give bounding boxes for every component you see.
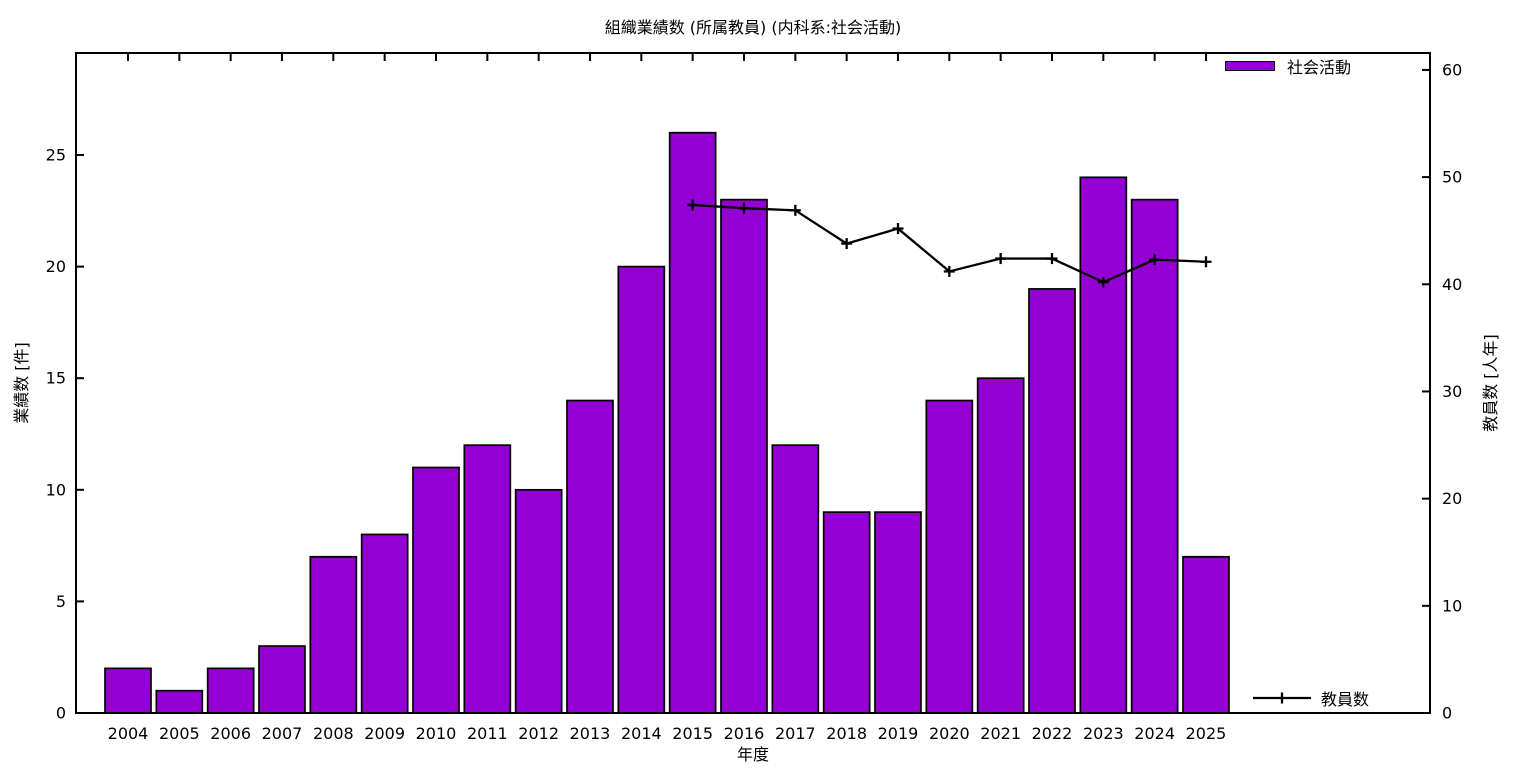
y-tick-label: 5 (56, 592, 66, 611)
bar-2009 (360, 533, 409, 714)
x-tick-label: 2011 (467, 724, 508, 743)
x-axis-label: 年度 (736, 745, 769, 764)
legend-bar-series: 社会活動 (1225, 56, 1352, 77)
x-tick-label: 2020 (929, 724, 970, 743)
y2-tick-label: 20 (1442, 489, 1462, 508)
bars-group (104, 131, 1230, 714)
bar-2012 (514, 488, 563, 714)
y-tick-label: 25 (46, 146, 66, 165)
x-tick-label: 2017 (775, 724, 816, 743)
bar-2023 (1079, 176, 1128, 714)
bar-2006 (206, 667, 255, 714)
bar-2019 (874, 511, 922, 714)
x-tick-label: 2012 (518, 724, 559, 743)
y-tick-label: 20 (46, 257, 66, 276)
x-tick-label: 2014 (621, 724, 662, 743)
bar-2014 (617, 265, 666, 714)
y2-tick-label: 0 (1442, 704, 1452, 723)
plot-border (75, 52, 1431, 714)
axis-ticks (76, 53, 1430, 714)
bar-2018 (822, 511, 871, 714)
y2-tick-label: 40 (1442, 275, 1462, 294)
legend-line-series: 教員数 (1253, 688, 1370, 709)
x-tick-label: 2025 (1186, 724, 1227, 743)
bar-2016 (720, 198, 768, 714)
x-tick-label: 2021 (980, 724, 1021, 743)
x-tick-label: 2022 (1032, 724, 1073, 743)
bar-2013 (566, 399, 614, 714)
x-tick-label: 2008 (313, 724, 354, 743)
bar-2015 (668, 131, 717, 714)
y-tick-label: 15 (46, 369, 66, 388)
bar-2022 (1028, 288, 1076, 714)
x-tick-label: 2018 (826, 724, 867, 743)
x-tick-label: 2024 (1134, 724, 1175, 743)
x-tick-label: 2005 (159, 724, 200, 743)
x-tick-label: 2007 (262, 724, 303, 743)
bar-legend-label: 社会活動 (1287, 58, 1352, 77)
x-tick-label: 2006 (210, 724, 251, 743)
bar-2025 (1182, 555, 1230, 714)
bar-2020 (925, 399, 974, 714)
bar-2024 (1130, 198, 1179, 714)
bar-legend-swatch (1225, 61, 1275, 71)
x-tick-label: 2015 (672, 724, 713, 743)
x-tick-label: 2010 (416, 724, 457, 743)
bar-2010 (412, 466, 460, 714)
bar-2021 (976, 377, 1025, 714)
bar-2008 (309, 555, 358, 714)
y-tick-label: 10 (46, 480, 66, 499)
y2-tick-label: 60 (1442, 60, 1462, 79)
bar-2007 (258, 645, 306, 714)
x-tick-label: 2004 (108, 724, 149, 743)
bar-2004 (104, 667, 152, 714)
chart-title: 組織業績数 (所属教員) (内科系:社会活動) (604, 18, 902, 37)
bar-2017 (771, 444, 820, 714)
x-tick-label: 2023 (1083, 724, 1124, 743)
y2-tick-label: 30 (1442, 382, 1462, 401)
y-tick-label: 0 (56, 704, 66, 723)
x-tick-label: 2009 (364, 724, 405, 743)
x-tick-label: 2013 (570, 724, 611, 743)
bar-2011 (463, 444, 512, 714)
line-legend-label: 教員数 (1321, 690, 1370, 709)
line-legend-sample (1253, 692, 1311, 704)
y2-tick-label: 50 (1442, 168, 1462, 187)
line-markers (687, 199, 1212, 288)
x-tick-label: 2016 (724, 724, 765, 743)
y2-tick-label: 10 (1442, 596, 1462, 615)
x-tick-label: 2019 (878, 724, 919, 743)
bar-2005 (155, 689, 204, 714)
